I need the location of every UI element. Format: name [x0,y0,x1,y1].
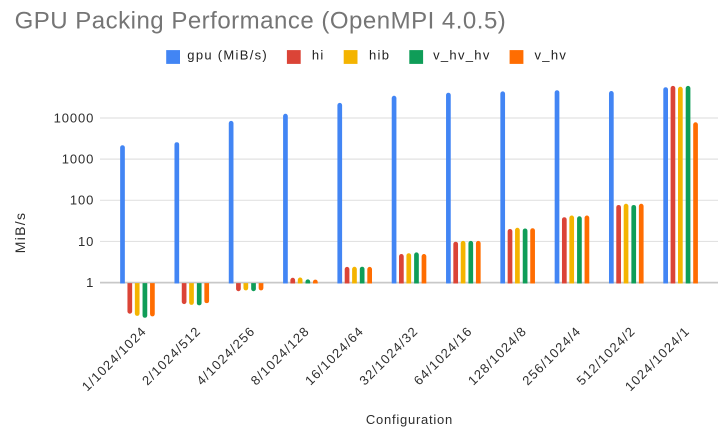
svg-text:v_hv: v_hv [535,48,568,63]
svg-text:v_hv_hv: v_hv_hv [433,48,491,63]
svg-text:1: 1 [86,275,94,290]
svg-text:MiB/s: MiB/s [12,212,28,254]
svg-text:Configuration: Configuration [366,412,453,427]
svg-text:gpu (MiB/s): gpu (MiB/s) [187,48,268,63]
svg-text:hi: hi [312,48,325,63]
svg-text:hib: hib [369,48,390,63]
svg-text:GPU Packing Performance (OpenM: GPU Packing Performance (OpenMPI 4.0.5) [15,8,507,35]
svg-text:1000: 1000 [62,151,95,166]
svg-text:100: 100 [70,193,94,208]
svg-text:10000: 10000 [54,110,95,125]
svg-text:10: 10 [78,234,94,249]
